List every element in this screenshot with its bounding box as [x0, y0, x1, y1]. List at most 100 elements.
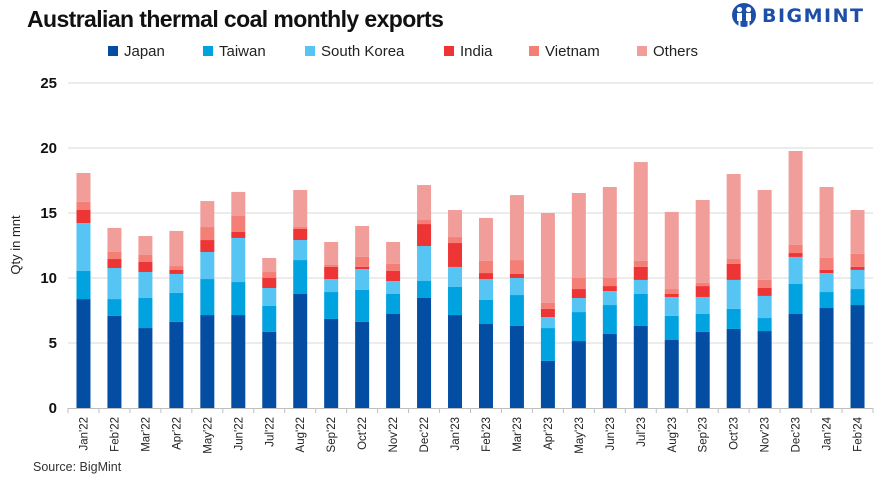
- bar-segment-south-korea: [819, 273, 834, 293]
- x-tick-label: Feb'23: [481, 417, 493, 452]
- bar-stack-1: [107, 227, 122, 408]
- bar-segment-south-korea: [478, 279, 493, 300]
- legend-swatch: [203, 46, 213, 56]
- bar-segment-vietnam: [757, 279, 772, 289]
- bar-segment-others: [757, 189, 772, 280]
- bar-segment-taiwan: [509, 295, 524, 326]
- bar-segment-vietnam: [262, 272, 277, 278]
- bar-segment-india: [448, 243, 463, 267]
- bar-segment-taiwan: [850, 289, 865, 306]
- bar-stack-13: [478, 217, 493, 408]
- bar-segment-japan: [757, 331, 772, 408]
- bar-segment-south-korea: [324, 279, 339, 293]
- bar-segment-india: [107, 259, 122, 268]
- x-tick-label: Apr'23: [543, 417, 555, 450]
- bar-segment-south-korea: [355, 269, 370, 290]
- bar-stack-9: [355, 226, 370, 408]
- bar-segment-taiwan: [262, 305, 277, 332]
- bar-segment-others: [386, 241, 401, 264]
- bar-segment-others: [695, 200, 710, 283]
- bar-segment-others: [76, 172, 91, 202]
- chart-title: Australian thermal coal monthly exports: [27, 6, 444, 32]
- bar-segment-others: [448, 210, 463, 238]
- bar-segment-taiwan: [169, 292, 184, 322]
- y-tick-label: 20: [40, 140, 57, 157]
- bar-segment-south-korea: [788, 256, 803, 284]
- x-tick-label: Feb'24: [853, 416, 865, 451]
- bar-segment-south-korea: [757, 295, 772, 319]
- bar-segment-taiwan: [478, 299, 493, 325]
- x-tick-label: Dec'23: [791, 417, 803, 452]
- bar-segment-india: [169, 269, 184, 274]
- bar-segment-vietnam: [726, 259, 741, 264]
- bar-stack-14: [509, 195, 524, 408]
- bar-segment-south-korea: [200, 252, 215, 280]
- legend-label: India: [460, 42, 493, 60]
- x-tick-label: Apr'22: [171, 417, 183, 450]
- bar-segment-others: [169, 230, 184, 267]
- bar-segment-others: [262, 257, 277, 273]
- bar-segment-taiwan: [293, 260, 308, 294]
- legend-item-india: India: [444, 40, 493, 62]
- bar-stack-10: [386, 241, 401, 408]
- bar-segment-south-korea: [293, 240, 308, 261]
- bar-segment-taiwan: [757, 318, 772, 332]
- bar-segment-japan: [448, 315, 463, 408]
- bar-stack-22: [757, 189, 772, 408]
- y-tick-label: 0: [49, 400, 57, 417]
- bar-segment-taiwan: [107, 299, 122, 316]
- bar-segment-vietnam: [540, 302, 555, 309]
- bar-segment-south-korea: [695, 296, 710, 315]
- bar-segment-south-korea: [386, 280, 401, 294]
- bar-segment-vietnam: [850, 253, 865, 267]
- bar-segment-vietnam: [200, 227, 215, 241]
- bar-segment-south-korea: [726, 279, 741, 309]
- bar-segment-vietnam: [107, 252, 122, 260]
- legend-swatch: [305, 46, 315, 56]
- x-tick-label: Jan'22: [78, 417, 90, 451]
- x-tick-label: Sep'22: [326, 417, 338, 452]
- bar-segment-others: [417, 185, 432, 221]
- bar-segment-taiwan: [324, 292, 339, 319]
- legend-swatch: [637, 46, 647, 56]
- bar-segment-japan: [262, 331, 277, 408]
- bar-segment-taiwan: [602, 305, 617, 335]
- bar-segment-vietnam: [138, 254, 153, 263]
- bar-segment-south-korea: [417, 246, 432, 281]
- x-tick-label: Nov'22: [388, 417, 400, 452]
- legend-label: Japan: [124, 42, 165, 60]
- bar-segment-taiwan: [571, 312, 586, 342]
- legend-item-taiwan: Taiwan: [203, 40, 266, 62]
- bar-segment-japan: [169, 321, 184, 408]
- bar-segment-japan: [509, 325, 524, 408]
- bar-stack-15: [540, 213, 555, 408]
- x-tick-label: Jun'23: [605, 417, 617, 451]
- bar-segment-taiwan: [819, 292, 834, 309]
- bar-segment-south-korea: [633, 279, 648, 294]
- bar-segment-japan: [231, 315, 246, 408]
- bar-segment-others: [324, 241, 339, 265]
- bar-segment-south-korea: [509, 278, 524, 296]
- bar-segment-taiwan: [788, 283, 803, 315]
- bar-segment-japan: [138, 328, 153, 408]
- bar-segment-india: [355, 266, 370, 270]
- bar-segment-india: [138, 262, 153, 273]
- bar-stack-8: [324, 241, 339, 408]
- bar-stack-21: [726, 174, 741, 408]
- legend-item-japan: Japan: [108, 40, 165, 62]
- bar-segment-vietnam: [788, 244, 803, 254]
- bar-segment-vietnam: [571, 278, 586, 290]
- bar-segment-others: [819, 187, 834, 258]
- bar-segment-vietnam: [602, 278, 617, 287]
- legend-item-others: Others: [637, 40, 698, 62]
- bar-segment-japan: [324, 318, 339, 408]
- bar-segment-vietnam: [448, 237, 463, 244]
- legend-swatch: [444, 46, 454, 56]
- bar-segment-vietnam: [509, 260, 524, 274]
- bar-segment-vietnam: [324, 264, 339, 267]
- x-tick-label: May'23: [574, 417, 586, 454]
- bar-segment-vietnam: [76, 201, 91, 211]
- bar-segment-others: [540, 213, 555, 303]
- y-axis-label: Qty in mnt: [8, 215, 23, 275]
- chart-legend: Japan Taiwan South Korea India Vietnam Others: [0, 40, 893, 62]
